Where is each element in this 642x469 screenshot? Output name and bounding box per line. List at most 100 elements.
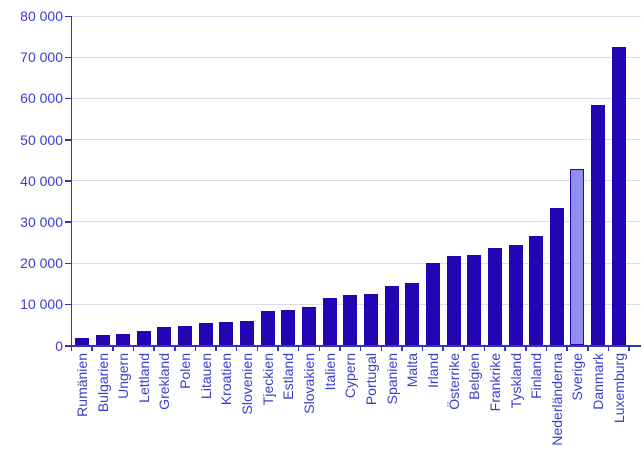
bar	[219, 322, 234, 346]
y-axis-line	[70, 16, 72, 347]
y-axis-tick-label: 0	[55, 337, 63, 354]
x-tick	[194, 346, 197, 351]
bar	[157, 327, 172, 346]
bar	[508, 244, 523, 346]
bar	[322, 297, 337, 346]
x-axis-category-label: Kroatien	[218, 353, 235, 406]
bar	[260, 310, 275, 346]
y-tick	[65, 180, 71, 182]
gridline	[71, 221, 641, 223]
y-axis-tick-label: 30 000	[20, 213, 63, 230]
bar-highlighted-sverige	[570, 168, 585, 346]
gridline	[71, 97, 641, 99]
x-tick	[70, 346, 73, 351]
x-axis-category-label: Tyskland	[507, 353, 524, 409]
y-axis-tick-label: 50 000	[20, 131, 63, 148]
x-axis-category-label: Ungern	[115, 353, 132, 399]
x-tick	[463, 346, 465, 351]
x-axis-category-label: Irland	[424, 353, 441, 389]
x-axis-category-label: Nederländerna	[548, 353, 565, 446]
bar	[281, 309, 296, 346]
x-tick	[112, 346, 114, 351]
x-axis-category-label: Lettland	[135, 353, 152, 403]
x-axis-category-label: Litauen	[197, 353, 214, 399]
x-axis-category-label: Portugal	[362, 353, 379, 406]
bar	[178, 326, 193, 346]
bar	[591, 105, 606, 346]
x-axis-category-label: Slovakien	[301, 353, 317, 414]
bar	[405, 282, 420, 346]
x-tick	[359, 346, 362, 351]
x-tick	[215, 346, 217, 351]
x-tick	[91, 346, 93, 351]
y-tick	[65, 221, 71, 223]
x-axis-category-label: Rumänien	[73, 353, 90, 417]
y-axis-tick-label: 70 000	[20, 49, 63, 66]
x-tick	[483, 346, 486, 351]
x-axis-category-label: Tjeckien	[259, 353, 276, 406]
gridline	[71, 139, 641, 141]
y-tick	[65, 345, 71, 347]
x-tick	[421, 346, 424, 351]
x-axis-category-label: Polen	[177, 353, 194, 389]
y-tick	[65, 97, 71, 100]
x-axis-category-label: Belgien	[466, 353, 483, 400]
gridline	[71, 56, 641, 58]
bar	[240, 320, 254, 346]
x-axis-category-label: Bulgarien	[94, 353, 111, 413]
x-axis-category-label: Cypern	[342, 353, 359, 399]
y-axis-tick-label: 10 000	[20, 296, 63, 313]
x-tick	[297, 346, 300, 351]
x-tick	[628, 346, 630, 351]
x-tick	[339, 346, 341, 351]
x-tick	[153, 346, 155, 351]
x-axis-category-label: Estland	[280, 353, 297, 400]
x-tick	[132, 346, 135, 351]
bar	[487, 247, 502, 346]
x-tick	[504, 346, 506, 351]
x-tick	[318, 346, 320, 351]
bar	[302, 307, 316, 346]
bar	[446, 256, 461, 346]
x-axis-category-label: Malta	[404, 353, 421, 388]
x-tick	[174, 346, 176, 351]
x-tick	[525, 346, 527, 351]
x-axis-category-label: Österrike	[445, 353, 462, 410]
gridline	[71, 262, 641, 264]
y-axis-tick-label: 40 000	[20, 172, 63, 189]
x-axis-category-label: Danmark	[590, 353, 607, 410]
x-tick	[545, 346, 548, 351]
bar	[116, 334, 131, 346]
x-axis-category-label: Finland	[528, 353, 545, 399]
x-tick	[587, 346, 589, 351]
y-tick	[65, 15, 71, 17]
y-tick	[65, 303, 71, 306]
y-tick	[65, 139, 71, 141]
bar	[363, 294, 378, 346]
x-tick	[607, 346, 610, 351]
x-axis-category-label: Grekland	[156, 353, 173, 410]
x-axis-category-label: Slovenien	[239, 353, 255, 415]
x-axis-category-label: Frankrike	[486, 353, 503, 412]
y-axis-tick-label: 80 000	[20, 8, 63, 24]
y-axis-tick-label: 20 000	[20, 255, 63, 272]
bar	[611, 46, 626, 346]
bar	[136, 331, 151, 346]
x-axis-line	[70, 345, 641, 347]
x-tick	[256, 346, 259, 351]
y-axis-tick-label: 60 000	[20, 90, 63, 107]
x-tick	[401, 346, 403, 351]
x-tick	[566, 346, 568, 351]
bar	[425, 262, 440, 346]
gridline	[71, 15, 641, 17]
bar	[384, 286, 399, 346]
x-axis-category-label: Sverige	[569, 353, 586, 401]
bar	[343, 294, 358, 346]
y-tick	[65, 262, 71, 265]
bar	[529, 235, 544, 346]
x-axis-category-label: Luxemburg	[610, 353, 627, 424]
bar	[95, 334, 110, 346]
x-tick	[380, 346, 382, 351]
x-axis-category-label: Spanien	[383, 353, 400, 405]
